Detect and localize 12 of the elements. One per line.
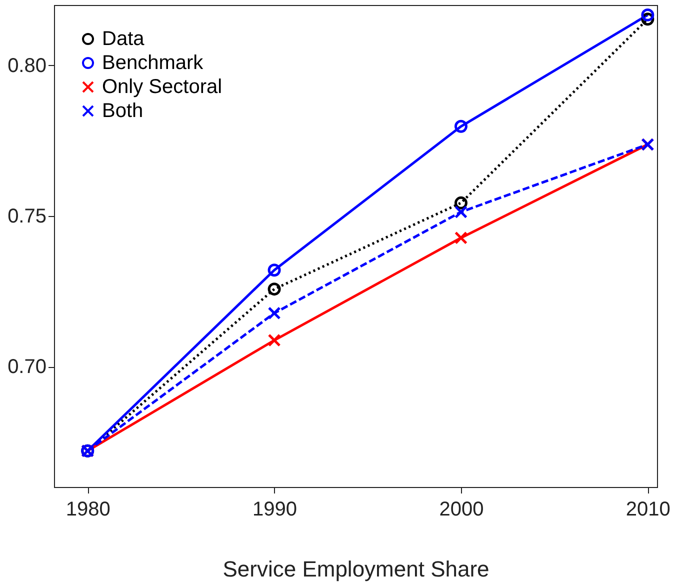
x-tick-label: 1980 [66,498,110,520]
y-tick-label: 0.80 [8,54,46,77]
x-tick-label: 2000 [439,498,484,520]
x-tick-label: 2010 [626,498,670,520]
legend-label: Benchmark [102,52,204,74]
x-axis-title: Service Employment Share [222,556,490,582]
y-tick-label: 0.75 [8,205,46,228]
x-tick-label: 1990 [252,498,298,520]
legend-label: Both [102,100,144,122]
y-tick-label: 0.70 [8,356,46,378]
legend-label: Data [102,28,146,50]
legend-label: Only Sectoral [102,76,222,98]
